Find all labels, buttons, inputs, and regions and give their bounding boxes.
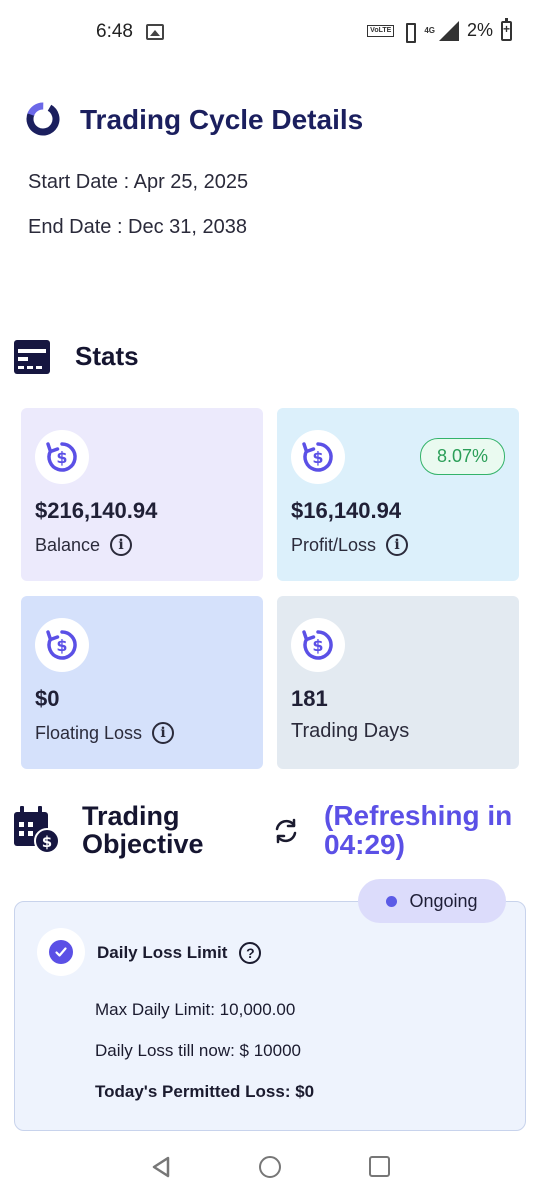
recent-apps-icon[interactable] (369, 1156, 390, 1177)
ongoing-status-label: Ongoing (409, 890, 478, 911)
trading-days-card: $ 181 Trading Days (277, 596, 519, 769)
dollar-refresh-icon: $ (35, 430, 89, 484)
battery-charging-icon (501, 17, 512, 41)
status-indicators: VoLTE 4G 2% (367, 17, 512, 43)
status-bar: 6:48 VoLTE 4G 2% (0, 0, 540, 66)
floating-loss-label: Floating Loss (35, 722, 143, 743)
profit-percent-badge: 8.07% (419, 438, 505, 475)
refresh-icon[interactable] (272, 817, 300, 845)
calendar-dollar-icon: $ (14, 806, 60, 854)
end-date: End Date : Dec 31, 2038 (28, 216, 248, 238)
info-icon[interactable]: i (386, 534, 409, 556)
system-nav-bar (0, 1140, 540, 1200)
dollar-refresh-icon: $ (35, 618, 89, 672)
vibrate-icon (402, 21, 417, 43)
info-icon[interactable]: i (110, 534, 133, 556)
signal-icon (438, 20, 459, 41)
trading-days-label-row: Trading Days (291, 720, 409, 743)
home-icon[interactable] (259, 1156, 281, 1178)
profit-loss-label: Profit/Loss (291, 534, 377, 555)
profit-loss-card: $ 8.07% $16,140.94 Profit/Loss i (277, 408, 519, 581)
check-badge (37, 928, 85, 976)
svg-text:$: $ (56, 448, 67, 467)
daily-loss-till-now: Daily Loss till now: $ 10000 (95, 1041, 302, 1060)
profit-loss-value: $16,140.94 (291, 498, 402, 523)
help-icon[interactable]: ? (239, 942, 262, 964)
trading-objective-title: Trading Objective (82, 801, 204, 859)
ongoing-status-badge: Ongoing (358, 879, 506, 923)
objective-name: Daily Loss Limit (97, 943, 228, 962)
check-icon (49, 940, 73, 964)
stats-card-icon (14, 340, 50, 374)
svg-text:$: $ (42, 833, 52, 851)
balance-value: $216,140.94 (35, 498, 158, 523)
daily-loss-limit-card: Daily Loss Limit ? Max Daily Limit: 10,0… (14, 901, 526, 1131)
dollar-refresh-icon: $ (291, 430, 345, 484)
svg-text:$: $ (312, 636, 323, 655)
battery-percent: 2% (466, 20, 493, 40)
floating-loss-value: $0 (35, 686, 60, 711)
back-icon[interactable] (150, 1156, 172, 1178)
max-daily-limit: Max Daily Limit: 10,000.00 (95, 1000, 296, 1019)
dollar-refresh-icon: $ (291, 618, 345, 672)
page-title: Trading Cycle Details (80, 104, 364, 135)
trading-days-value: 181 (291, 686, 328, 711)
stats-title: Stats (75, 341, 139, 371)
objective-name-row: Daily Loss Limit ? (97, 942, 262, 964)
todays-permitted-loss: Today's Permitted Loss: $0 (95, 1082, 315, 1101)
balance-card: $ $216,140.94 Balance i (21, 408, 263, 581)
gallery-notification-icon (146, 24, 164, 40)
profit-loss-label-row: Profit/Loss i (291, 534, 409, 556)
network-type: 4G (424, 26, 435, 35)
floating-loss-label-row: Floating Loss i (35, 722, 175, 744)
svg-text:$: $ (56, 636, 67, 655)
info-icon[interactable]: i (152, 722, 175, 744)
svg-text:$: $ (312, 448, 323, 467)
refresh-countdown: (Refreshing in 04:29) (324, 800, 513, 860)
status-time: 6:48 (96, 21, 133, 42)
floating-loss-card: $ $0 Floating Loss i (21, 596, 263, 769)
volte-icon: VoLTE (367, 24, 395, 37)
balance-label: Balance (35, 534, 101, 555)
start-date: Start Date : Apr 25, 2025 (28, 171, 249, 193)
trading-days-label: Trading Days (291, 720, 410, 742)
status-dot-icon (386, 895, 398, 907)
cycle-logo-icon (26, 102, 60, 136)
balance-label-row: Balance i (35, 534, 133, 556)
